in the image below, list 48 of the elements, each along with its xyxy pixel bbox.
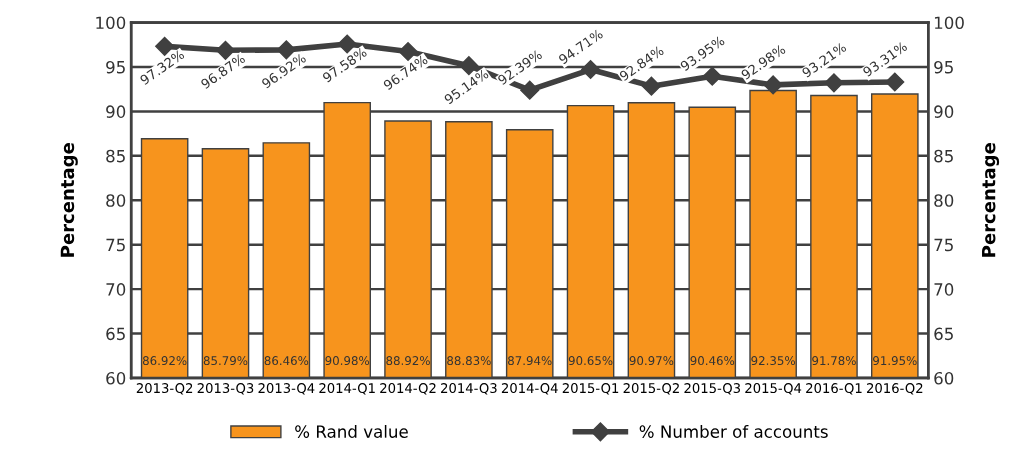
x-tick-label: 2015-Q4: [745, 383, 802, 395]
x-tick-label: 2013-Q2: [136, 383, 193, 395]
y2-tick-label: 70: [934, 283, 954, 296]
y-tick-label: 95: [106, 60, 125, 74]
y-tick-label: 65: [106, 327, 125, 341]
x-tick-label: 2014-Q4: [501, 383, 558, 395]
x-tick-label: 2015-Q3: [684, 383, 741, 395]
x-tick-label: 2015-Q1: [562, 383, 619, 395]
y2-tick-label: 85: [934, 149, 953, 163]
data-label: 92.35%: [751, 356, 795, 366]
legend-label: % Number of accounts: [639, 424, 828, 438]
y2-tick-label: 100: [934, 16, 964, 30]
y-tick-label: 60: [106, 371, 126, 385]
data-label: 91.78%: [812, 356, 856, 366]
y2-tick-label: 80: [934, 194, 954, 207]
data-label: 87.94%: [508, 356, 552, 366]
data-label: 90.98%: [325, 356, 370, 366]
y-tick-label: 75: [106, 238, 125, 252]
y-tick-label: 90: [106, 105, 126, 118]
y-tick-label: 100: [96, 16, 126, 30]
y2-tick-label: 75: [934, 238, 953, 252]
y-axis-title: Percentage: [60, 143, 78, 257]
y-tick-label: 85: [106, 149, 125, 163]
legend-label: % Rand value: [295, 424, 408, 438]
data-label: 90.97%: [629, 356, 674, 366]
x-tick-label: 2015-Q2: [623, 383, 679, 395]
data-label: 90.65%: [568, 356, 613, 366]
x-tick-label: 2013-Q3: [197, 383, 254, 395]
x-tick-label: 2013-Q4: [258, 383, 315, 395]
y2-tick-label: 65: [934, 327, 953, 341]
x-tick-label: 2014-Q1: [319, 383, 375, 395]
data-label: 90.46%: [690, 356, 735, 366]
x-tick-label: 2016-Q1: [806, 383, 862, 395]
y2-tick-label: 95: [934, 60, 953, 74]
data-label: 86.92%: [142, 356, 187, 366]
x-tick-label: 2016-Q2: [866, 383, 923, 395]
y2-tick-label: 90: [934, 105, 954, 118]
data-label: 86.46%: [264, 356, 309, 366]
y-tick-label: 80: [106, 194, 126, 207]
x-tick-label: 2014-Q3: [441, 383, 497, 395]
data-label: 91.95%: [873, 356, 917, 366]
data-label: 88.92%: [386, 356, 430, 366]
y-tick-label: 70: [106, 283, 126, 296]
y2-axis-title: Percentage: [982, 143, 1000, 257]
data-label: 88.83%: [447, 356, 491, 366]
data-label: 85.79%: [203, 356, 248, 366]
y2-tick-label: 60: [934, 371, 954, 385]
x-tick-label: 2014-Q2: [380, 383, 436, 395]
